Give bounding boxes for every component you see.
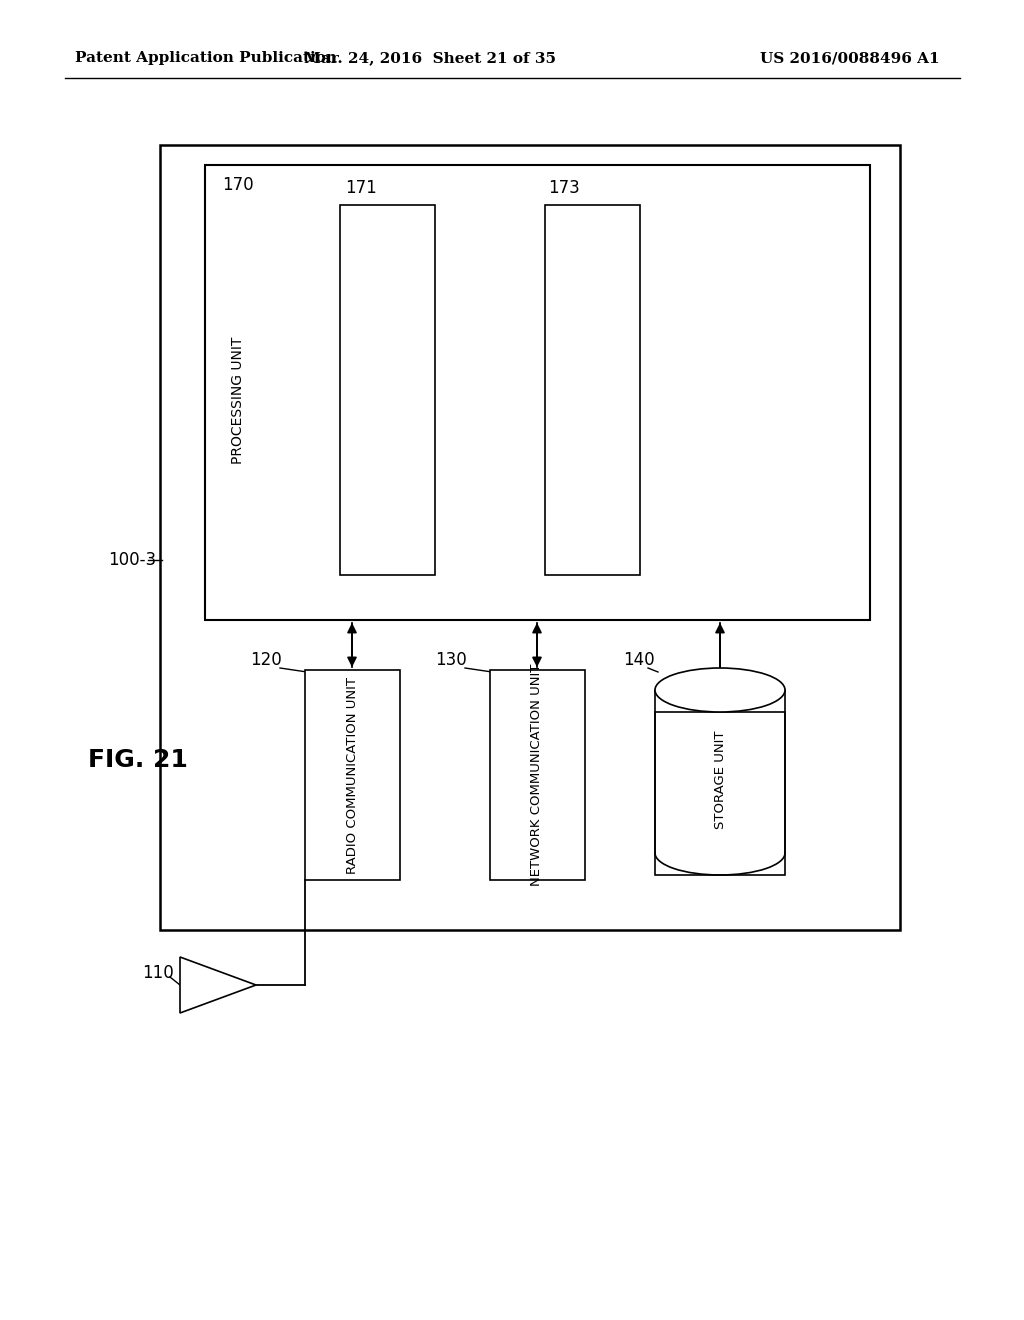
Text: STORAGE UNIT: STORAGE UNIT <box>714 731 726 829</box>
Text: INFORMATION ACQUISITION UNIT: INFORMATION ACQUISITION UNIT <box>381 281 393 499</box>
Text: FIG. 21: FIG. 21 <box>88 748 187 772</box>
Text: 171: 171 <box>345 180 377 197</box>
Text: 100-3: 100-3 <box>108 550 156 569</box>
Bar <box>340 205 435 576</box>
Text: Mar. 24, 2016  Sheet 21 of 35: Mar. 24, 2016 Sheet 21 of 35 <box>304 51 556 65</box>
Text: 120: 120 <box>250 651 282 669</box>
Text: RADIO COMMUNICATION UNIT: RADIO COMMUNICATION UNIT <box>345 676 358 874</box>
Text: NETWORK COMMUNICATION UNIT: NETWORK COMMUNICATION UNIT <box>530 664 544 886</box>
Bar <box>160 145 900 931</box>
Text: COMMUNICATION CONTROL UNIT: COMMUNICATION CONTROL UNIT <box>586 280 598 500</box>
Bar <box>545 205 640 576</box>
Text: 130: 130 <box>435 651 467 669</box>
Bar <box>205 165 870 620</box>
Text: 140: 140 <box>623 651 654 669</box>
Polygon shape <box>180 957 256 1012</box>
Text: 110: 110 <box>142 964 174 982</box>
Ellipse shape <box>655 668 785 711</box>
Bar <box>655 711 785 875</box>
Bar <box>305 671 400 880</box>
Text: US 2016/0088496 A1: US 2016/0088496 A1 <box>760 51 940 65</box>
Text: Patent Application Publication: Patent Application Publication <box>75 51 337 65</box>
Text: 170: 170 <box>222 176 254 194</box>
Bar <box>490 671 585 880</box>
Text: 173: 173 <box>548 180 580 197</box>
Text: PROCESSING UNIT: PROCESSING UNIT <box>231 337 245 463</box>
